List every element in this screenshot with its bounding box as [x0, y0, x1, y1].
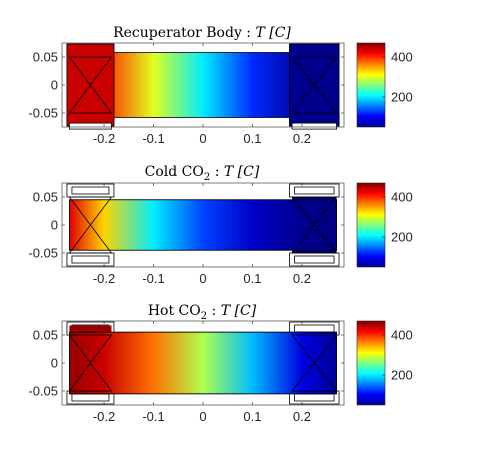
y-tick-label: 0: [51, 218, 58, 233]
panel-title: Recuperator Body : T [C]: [113, 25, 291, 41]
panel-title: Cold CO2 : T [C]: [145, 164, 260, 183]
x-tick-label: -0.1: [142, 271, 164, 286]
x-tick-label: -0.2: [93, 131, 115, 146]
y-tick-label: 0.05: [33, 50, 58, 65]
x-tick-label: 0.1: [243, 271, 261, 286]
colorbar-tick-label: 200: [391, 230, 413, 245]
panel-cold-co2: Cold CO2 : T [C] -0.2 -0.1 0 0.1 0.20.050-0.…: [28, 164, 412, 286]
x-tick-label: 0.2: [293, 131, 311, 146]
x-tick-label: 0: [199, 409, 206, 424]
x-tick-label: -0.1: [142, 409, 164, 424]
y-tick-label: -0.05: [28, 384, 58, 399]
x-tick-label: 0: [199, 271, 206, 286]
colorbar-tick-label: 400: [391, 328, 413, 343]
panel-hot-co2: Hot CO2 : T [C] -0.2 -0.1 0 0.1 0.2 0.05 0 -0.0…: [28, 303, 412, 424]
x-tick-label: 0.2: [293, 271, 311, 286]
colorbar: 400 200: [356, 320, 413, 406]
y-tick-label: -0.05: [28, 246, 58, 261]
x-tick-label: 0: [199, 131, 206, 146]
heatmap-plot: -0.2 -0.1 0 0.1 0.2 0.05 0 -0.05 400 200: [28, 42, 413, 146]
panel-title: Hot CO2 : T [C]: [148, 303, 257, 322]
heatmap-plot: -0.2 -0.1 0 0.1 0.2 0.05 0 -0.05 400 200: [28, 320, 413, 424]
y-tick-label: 0: [51, 78, 58, 93]
y-tick-label: 0.05: [33, 328, 58, 343]
x-tick-label: -0.2: [93, 409, 115, 424]
x-tick-label: 0.1: [243, 409, 261, 424]
x-tick-label: -0.2: [93, 271, 115, 286]
y-tick-label: 0.05: [33, 190, 58, 205]
colorbar-tick-label: 400: [391, 190, 413, 205]
heatmap-plot: -0.2 -0.1 0 0.1 0.2 0.05 0 -0.05 400 200: [28, 182, 413, 286]
x-tick-label: 0.2: [293, 409, 311, 424]
x-tick-label: 0.1: [243, 131, 261, 146]
colorbar: 400 200: [356, 42, 413, 128]
y-tick-label: 0: [51, 356, 58, 371]
x-tick-label: -0.1: [142, 131, 164, 146]
colorbar: 400 200: [356, 182, 413, 268]
colorbar-tick-label: 400: [391, 50, 413, 65]
panel-recuperator-body: Recuperator Body : T [C] -0.2 -0.1 0 0.1 0.2…: [28, 25, 412, 146]
colorbar-tick-label: 200: [391, 368, 413, 383]
colorbar-tick-label: 200: [391, 90, 413, 105]
y-tick-label: -0.05: [28, 106, 58, 121]
